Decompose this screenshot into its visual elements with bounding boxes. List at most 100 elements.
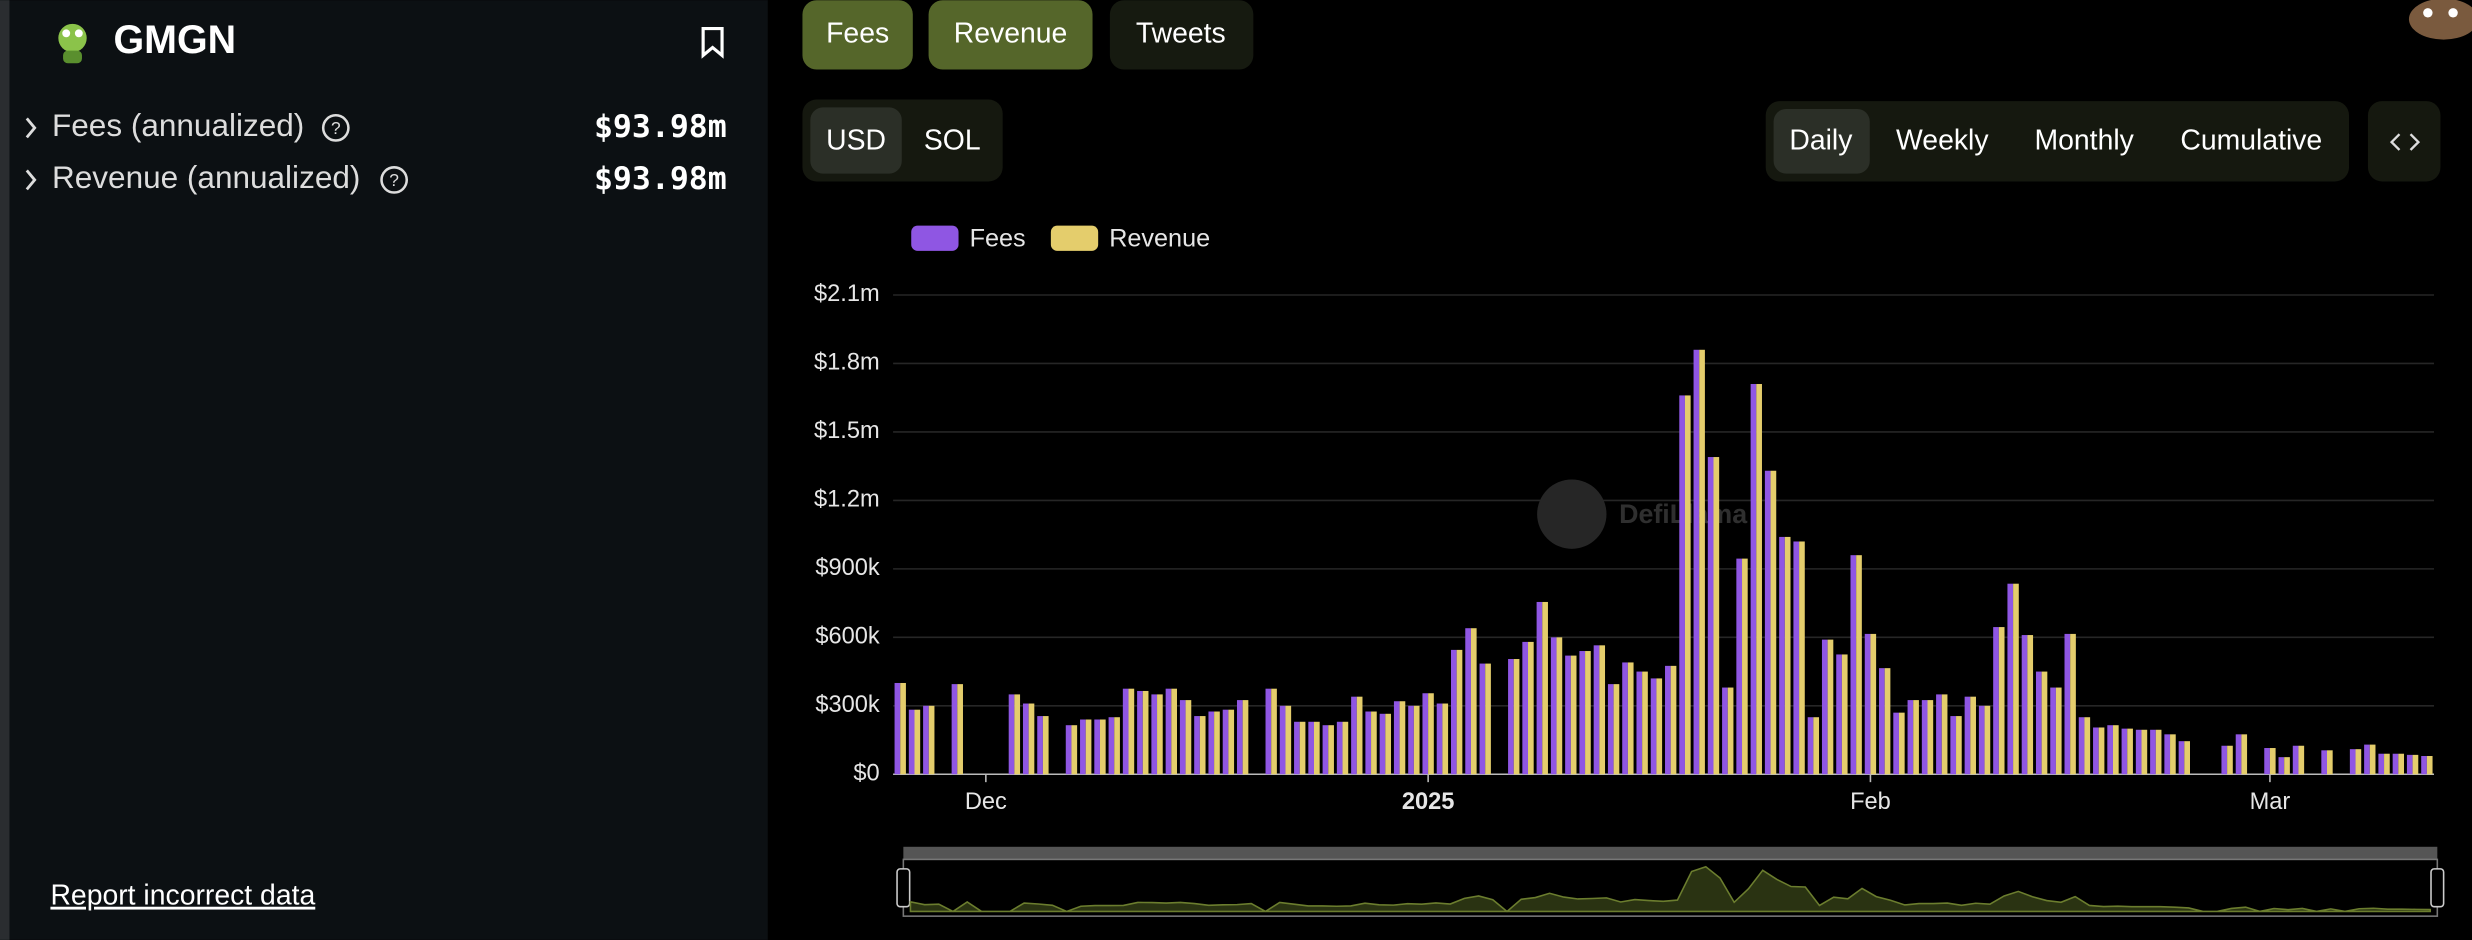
- bar: [1836, 654, 1842, 775]
- y-tick-label: $2.1m: [814, 281, 880, 307]
- slider-track[interactable]: [903, 846, 2438, 860]
- bar: [1807, 717, 1814, 775]
- bar: [1998, 627, 2005, 775]
- bar: [1841, 654, 1848, 775]
- bar: [1522, 641, 1529, 775]
- tab-label[interactable]: Fees: [826, 17, 889, 49]
- bar: [2349, 749, 2356, 775]
- bar: [1665, 665, 1671, 775]
- help-icon[interactable]: ?: [321, 114, 350, 142]
- bar: [1556, 637, 1563, 775]
- tab-label[interactable]: Revenue: [954, 17, 1068, 49]
- metric-label[interactable]: Revenue (annualized): [52, 159, 360, 195]
- help-icon[interactable]: ?: [380, 166, 409, 194]
- chevron[interactable]: [25, 169, 37, 191]
- y-tick-label: $1.8m: [814, 350, 880, 376]
- tab-label[interactable]: Tweets: [1136, 17, 1226, 49]
- bar: [2050, 687, 2056, 775]
- avatar[interactable]: [2408, 0, 2472, 40]
- y-tick-label: $300k: [815, 692, 880, 718]
- bar: [1722, 687, 1728, 775]
- bar: [2284, 757, 2290, 775]
- bar: [1693, 349, 1700, 775]
- slider-handle[interactable]: [896, 868, 911, 908]
- toggle-option[interactable]: Weekly: [1896, 125, 1989, 157]
- bar: [2406, 754, 2413, 775]
- toggle-option[interactable]: SOL: [924, 125, 981, 157]
- bar: [1679, 395, 1685, 775]
- bar: [1285, 705, 1292, 775]
- x-tick-label: 2025: [1402, 789, 1455, 815]
- bar: [1356, 696, 1363, 775]
- toggle-option[interactable]: Cumulative: [2180, 125, 2322, 157]
- x-tick-label: Mar: [2250, 789, 2291, 815]
- bar: [1779, 536, 1785, 775]
- bar: [1485, 663, 1491, 775]
- bar: [2184, 741, 2190, 775]
- bar: [1642, 671, 1648, 775]
- bookmark-icon[interactable]: [701, 26, 724, 59]
- toggle-option[interactable]: Monthly: [2035, 125, 2135, 157]
- bar: [2141, 729, 2148, 775]
- bar: [2269, 748, 2276, 775]
- bar: [1108, 717, 1115, 775]
- tab-button[interactable]: [928, 0, 1093, 70]
- bar: [1428, 693, 1434, 775]
- metric-label[interactable]: Fees (annualized): [52, 107, 304, 143]
- bar: [1936, 694, 1942, 775]
- bar: [1699, 349, 1705, 775]
- bar: [2013, 583, 2019, 775]
- logo: [58, 23, 87, 64]
- bar: [2150, 729, 2156, 775]
- bar: [1236, 700, 1243, 775]
- bar: [2121, 728, 2128, 775]
- chevron[interactable]: [25, 117, 37, 139]
- bar: [2135, 729, 2142, 775]
- bar: [2227, 745, 2233, 775]
- bar: [2326, 750, 2333, 775]
- overview-area: [909, 865, 2432, 913]
- bar: [1550, 637, 1557, 775]
- bar: [2035, 671, 2042, 775]
- bar: [1784, 536, 1791, 775]
- legend-label: Revenue: [1109, 224, 1210, 252]
- bar: [1607, 684, 1614, 775]
- legend-swatch: [911, 225, 959, 251]
- bar: [957, 684, 963, 775]
- bar: [1570, 655, 1577, 775]
- sidebar: [0, 0, 768, 940]
- bar: [1670, 665, 1677, 775]
- toggle-option[interactable]: USD: [826, 125, 886, 157]
- bar: [1884, 668, 1891, 775]
- bar: [2021, 635, 2028, 775]
- bar: [1956, 716, 1962, 775]
- bar: [1599, 645, 1606, 775]
- bar: [2355, 749, 2362, 775]
- y-tick-label: $1.5m: [814, 418, 880, 444]
- bar: [1399, 701, 1406, 775]
- bar: [1921, 700, 1928, 775]
- selected-option: [810, 107, 902, 174]
- tab-button[interactable]: [1109, 0, 1254, 70]
- bar: [1756, 384, 1762, 775]
- toggle-option[interactable]: Daily: [1789, 125, 1853, 157]
- bar: [1870, 633, 1877, 775]
- bar: [1970, 696, 1976, 775]
- bar: [1137, 690, 1143, 775]
- bar: [1479, 663, 1486, 775]
- embed-button[interactable]: [2367, 101, 2441, 182]
- bar: [1365, 711, 1372, 775]
- embed-icon: [2389, 133, 2421, 151]
- bar: [1171, 688, 1177, 775]
- metric-value: $93.98m: [594, 161, 727, 197]
- bar: [1513, 659, 1520, 775]
- report-link[interactable]: Report incorrect data: [50, 880, 315, 912]
- bar: [2241, 734, 2248, 775]
- tab-button[interactable]: [802, 0, 913, 70]
- bar: [1442, 703, 1449, 775]
- bar: [1208, 711, 1215, 775]
- bar: [1185, 700, 1192, 775]
- slider-handle[interactable]: [2430, 868, 2445, 908]
